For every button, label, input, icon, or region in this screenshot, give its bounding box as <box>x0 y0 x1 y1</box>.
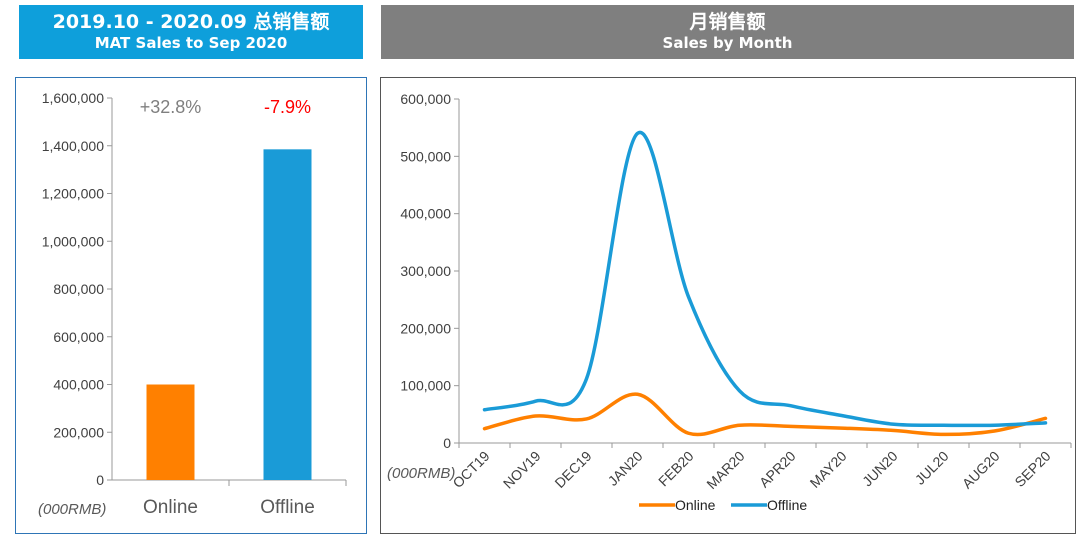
mat-sales-title: 2019.10 - 2020.09 总销售额 <box>52 11 330 33</box>
monthly-sales-title: 月销售额 <box>689 11 766 33</box>
bar-category-label: Online <box>143 497 198 518</box>
mat-sales-header: 2019.10 - 2020.09 总销售额 MAT Sales to Sep … <box>19 5 363 59</box>
bar-y-tick-label: 1,600,000 <box>42 90 104 106</box>
line-y-tick-label: 0 <box>443 435 451 451</box>
line-x-tick-label: JUL20 <box>912 448 952 488</box>
line-y-tick-label: 600,000 <box>400 91 451 107</box>
bar-y-tick-label: 200,000 <box>53 424 104 440</box>
line-y-tick-label: 100,000 <box>400 378 451 394</box>
bar-y-tick-label: 1,400,000 <box>42 138 104 154</box>
line-y-tick-label: 400,000 <box>400 206 451 222</box>
line-x-tick-label: MAR20 <box>703 448 747 492</box>
line-x-tick-label: OCT19 <box>449 448 492 491</box>
bar-y-tick-label: 1,000,000 <box>42 233 104 249</box>
line-y-tick-label: 500,000 <box>400 148 451 164</box>
bar-y-tick-label: 1,200,000 <box>42 186 104 202</box>
monthly-line-chart: 0 100,000 200,000 300,000 400,000 500,000 600,… <box>387 91 1072 513</box>
bar-offline <box>263 149 312 481</box>
line-x-tick-label: MAY20 <box>807 448 850 491</box>
mat-sales-subtitle: MAT Sales to Sep 2020 <box>94 34 288 52</box>
legend-label-offline: Offline <box>767 497 807 513</box>
mat-bar-chart: 0 200,000 400,000 600,000 800,000 1,000,000 1,… <box>38 90 347 518</box>
line-x-tick-label: JAN20 <box>605 448 646 489</box>
line-x-tick-label: DEC19 <box>551 448 594 491</box>
growth-label-offline: -7.9% <box>264 97 311 117</box>
monthly-sales-subtitle: Sales by Month <box>662 34 793 52</box>
line-x-tick-label: AUG20 <box>959 448 1003 492</box>
line-y-tick-label: 200,000 <box>400 320 451 336</box>
growth-label-online: +32.8% <box>140 97 202 117</box>
line-y-tick-label: 300,000 <box>400 263 451 279</box>
bar-category-label: Offline <box>260 497 315 518</box>
series-line-online <box>482 392 1048 437</box>
line-unit-label: (000RMB) <box>387 465 455 482</box>
line-x-tick-label: SEP20 <box>1011 448 1053 490</box>
line-x-tick-label: APR20 <box>756 448 799 491</box>
series-line-offline <box>482 130 1048 428</box>
legend-label-online: Online <box>675 497 716 513</box>
mat-bar-chart-panel: 0 200,000 400,000 600,000 800,000 1,000,000 1,… <box>15 77 367 534</box>
monthly-sales-header: 月销售额 Sales by Month <box>381 5 1074 59</box>
line-x-tick-label: FEB20 <box>655 448 697 490</box>
line-x-tick-label: JUN20 <box>859 448 901 490</box>
monthly-line-chart-panel: 0 100,000 200,000 300,000 400,000 500,000 600,… <box>380 77 1076 534</box>
bar-online <box>146 384 195 480</box>
bar-y-tick-label: 600,000 <box>53 329 104 345</box>
bar-y-tick-label: 400,000 <box>53 377 104 393</box>
bar-y-tick-label: 0 <box>96 472 104 488</box>
bar-y-tick-label: 800,000 <box>53 281 104 297</box>
bar-unit-label: (000RMB) <box>38 501 106 518</box>
line-x-tick-label: NOV19 <box>500 448 544 492</box>
